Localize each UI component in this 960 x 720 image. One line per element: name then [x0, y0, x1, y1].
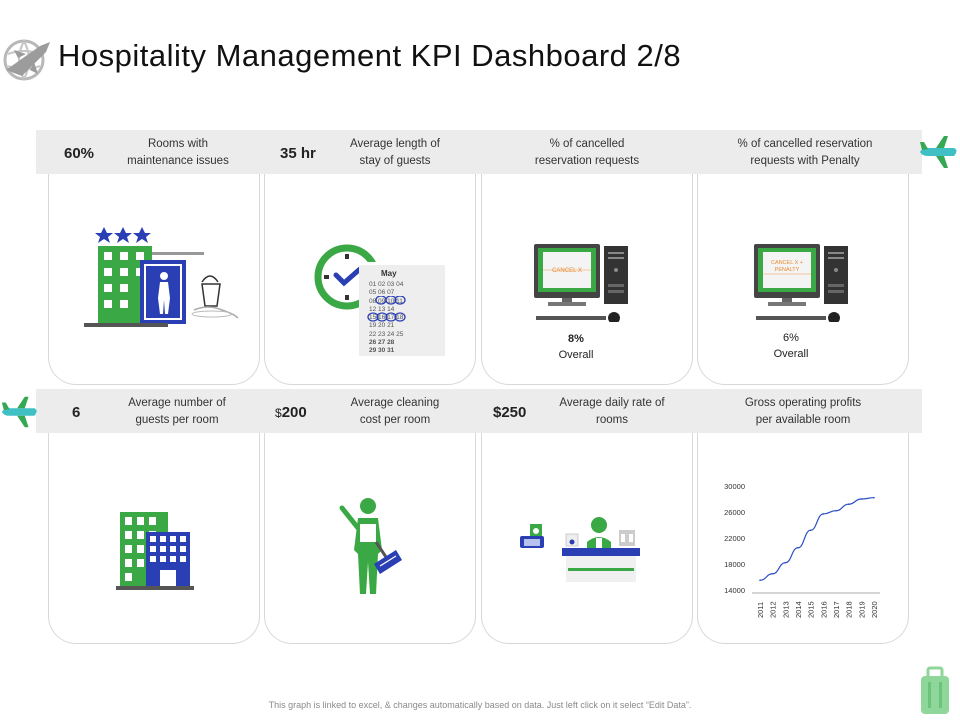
- chart-data-point: [873, 496, 875, 499]
- kpi-header-band-top: [36, 130, 922, 174]
- overall-penalty: 6% Overall: [773, 332, 809, 360]
- kpi-value-maintenance: 60%: [64, 145, 95, 162]
- chart-x-tick-label: 2013: [781, 601, 790, 618]
- footnote: This graph is linked to excel, & changes…: [268, 700, 692, 710]
- calendar-highlight-icon: [367, 296, 406, 322]
- chart-data-point: [822, 513, 825, 515]
- hotel-maintenance-icon: [84, 227, 239, 327]
- chart-y-tick-label: 30000: [724, 482, 745, 491]
- kpi-value-cleaning-cost: $200: [275, 404, 307, 421]
- kpi-label-daily-rate: Average daily rate of rooms: [559, 397, 665, 426]
- calendar-month: May: [381, 269, 397, 278]
- chart-y-tick-label: 18000: [724, 560, 745, 569]
- chart-data-point: [784, 561, 787, 564]
- calendar-row: 19 20 21: [369, 322, 395, 330]
- chart-data-point: [809, 529, 812, 531]
- chart-x-tick-label: 2016: [819, 601, 828, 618]
- screen-penalty-text-2: PENALTY: [775, 267, 800, 273]
- page-title: Hospitality Management KPI Dashboard 2/8: [58, 38, 682, 73]
- globe-plane-logo-icon: [3, 39, 50, 81]
- chart-x-tick-label: 2019: [857, 601, 866, 618]
- calendar-widget: May 01 02 03 04 05 06 07 08 09 10 11 12 13 …: [359, 262, 445, 356]
- kpi-header-band-bottom: [36, 389, 922, 433]
- calendar-row: 22 23 24 25: [369, 330, 404, 338]
- chart-x-tick-label: 2015: [807, 601, 816, 618]
- luggage-icon: [921, 666, 949, 714]
- chart-x-tick-label: 2020: [870, 601, 879, 618]
- chart-series-line: [759, 497, 875, 581]
- kpi-value-guests-per-room: 6: [72, 404, 81, 421]
- chart-data-point: [797, 546, 799, 549]
- airplane-icon-left: [1, 396, 37, 428]
- kpi-label-length-of-stay: Average length of stay of guests: [350, 138, 440, 167]
- kpi-label-guests-per-room: Average number of guests per room: [128, 397, 226, 426]
- chart-x-tick-label: 2012: [769, 601, 778, 618]
- chart-data-point: [771, 572, 774, 575]
- hotel-buildings-icon: [116, 512, 194, 590]
- chart-y-tick-label: 22000: [724, 534, 745, 543]
- kpi-card-daily-rate: [481, 433, 693, 644]
- gross-profit-line-chart: 30000 26000 22000 18000 14000 2011 2012 2013 20…: [724, 482, 880, 618]
- chart-x-tick-label: 2018: [845, 601, 854, 618]
- airplane-icon: [920, 136, 957, 168]
- calendar-row: 01 02 03 04: [369, 281, 404, 288]
- screen-penalty-text-1: CANCEL X +: [771, 260, 803, 266]
- chart-y-tick-label: 26000: [724, 508, 745, 517]
- computer-penalty-icon: CANCEL X + PENALTY: [754, 244, 848, 322]
- kpi-value-length-of-stay: 35 hr: [280, 145, 316, 162]
- kpi-value-daily-rate: $250: [493, 404, 527, 421]
- chart-data-point: [847, 503, 850, 505]
- calendar-row: 12 13 14: [369, 305, 395, 313]
- kpi-label-maintenance: Rooms with maintenance issues: [127, 138, 229, 167]
- chart-data-point: [835, 509, 837, 512]
- screen-cancel-text: CANCEL X: [552, 268, 582, 274]
- overall-cancelled: 8% Overall: [558, 333, 594, 361]
- kpi-label-gross-profit: Gross operating profits per available roo…: [744, 397, 862, 426]
- calendar-row: 05 06 07: [369, 289, 395, 297]
- cleaning-staff-icon: [339, 498, 402, 594]
- calendar-row: 26 27 28: [369, 339, 395, 347]
- computer-cancel-icon: CANCEL X: [534, 244, 628, 322]
- chart-data-point: [759, 579, 761, 582]
- chart-data-point: [860, 498, 863, 500]
- kpi-label-cancelled-requests: % of cancelled reservation requests: [534, 138, 640, 167]
- kpi-card-gross-profit: [697, 433, 909, 644]
- chart-y-tick-label: 14000: [724, 586, 745, 595]
- reception-desk-icon: [520, 517, 640, 582]
- kpi-label-cancelled-penalty: % of cancelled reservation requests with …: [737, 138, 873, 167]
- kpi-label-cleaning-cost: Average cleaning cost per room: [350, 397, 440, 426]
- calendar-row: 29 30 31: [369, 347, 395, 355]
- chart-x-tick-label: 2017: [832, 601, 841, 618]
- chart-x-tick-label: 2014: [794, 601, 803, 618]
- chart-x-tick-label: 2011: [756, 602, 765, 618]
